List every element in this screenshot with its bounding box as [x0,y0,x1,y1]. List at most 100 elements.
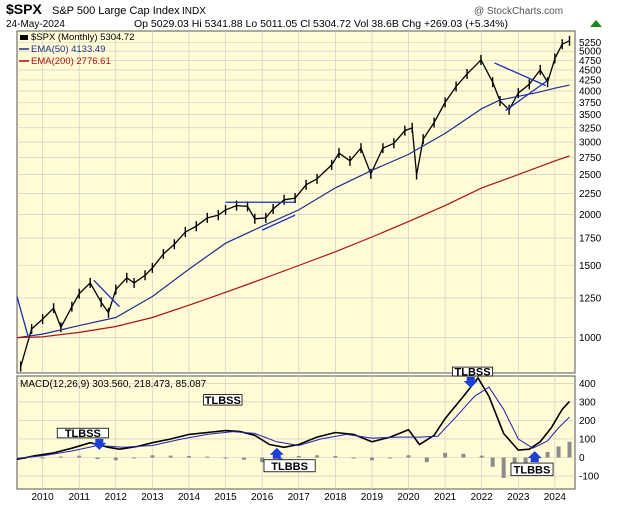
histogram-bar [77,455,82,458]
macd-x-tick-label: 2013 [141,492,164,503]
macd-x-tick-label: 2010 [31,492,54,503]
histogram-bar [501,457,506,478]
price-y-tick-label: 3250 [579,123,602,134]
macd-x-tick-label: 2023 [507,492,530,503]
histogram-bar [205,456,210,458]
callout-label: TLBBS [514,464,551,476]
trendline [261,214,296,231]
histogram-bar [278,457,283,461]
price-y-tick-label: 4250 [579,76,602,87]
macd-x-axis: 2010 2011 2012 2013 2014 2015 2016 2017 2018 2019… [31,492,566,503]
price-y-tick-label: 3000 [579,138,602,149]
macd-x-tick-label: 2011 [68,492,90,503]
price-y-tick-label: 1750 [579,234,602,245]
macd-x-tick-label: 2018 [324,492,347,503]
macd-series [16,376,571,461]
callout-label: TLBSS [455,367,491,379]
histogram-bar [388,457,393,459]
price-y-tick-label: 4750 [579,56,602,67]
callout-up-arrow-icon [269,447,284,459]
histogram-bar [424,457,429,463]
callout-label: TLBBS [271,461,308,473]
change-up-arrow-icon [590,20,602,27]
callout-box [203,394,243,406]
macd-x-tick-label: 2022 [471,492,494,503]
macd-callouts: TLBSS TLBSS TLBBS TLBSS TLBBS [56,366,554,477]
price-trendlines [16,62,548,337]
callout-label: TLBSS [205,395,241,407]
macd-x-tick-label: 2024 [544,492,567,503]
price-y-tick-label: 5000 [579,47,602,58]
chart-date: 24-May-2024 [6,19,65,30]
price-y-tick-label: 1250 [579,293,602,304]
histogram-bar [168,455,173,458]
histogram-bar [150,455,155,458]
histogram-bar [479,455,484,458]
callout-box [56,427,109,439]
chart-stats: Op 5029.03 Hi 5341.88 Lo 5011.05 Cl 5304… [134,18,508,30]
histogram-bar [315,455,320,458]
macd-y-tick-label: 300 [579,397,596,408]
histogram-bar [241,457,246,460]
legend-entry: $SPX (Monthly) 5304.72 [31,32,135,43]
histogram-bar [223,457,228,459]
histogram-bar [351,457,356,459]
trendline [494,62,546,87]
histogram-bar [113,457,118,461]
price-y-tick-label: 2750 [579,153,602,164]
histogram-bar [490,457,495,467]
macd-y-tick-label: 100 [579,434,596,445]
histogram-bar [296,456,301,458]
histogram-bar [58,456,63,458]
callout-box [510,462,554,477]
histogram-bar [132,457,137,459]
trendline [505,79,548,112]
trendline [93,279,120,308]
price-y-tick-label: 1000 [579,333,602,344]
chart-exchange: INDX [182,6,206,17]
price-y-tick-label: 4500 [579,65,602,76]
macd-y-tick-label: 0 [579,453,585,464]
callout-label: TLBSS [65,428,101,440]
macd-y-tick-label: -100 [579,472,599,483]
macd-x-tick-label: 2015 [214,492,237,503]
histogram-bar [567,441,572,458]
histogram-bar [333,456,338,458]
macd-line [16,376,571,461]
trendline [16,296,29,337]
macd-x-tick-label: 2021 [434,492,457,503]
macd-x-tick-label: 2012 [105,492,128,503]
histogram-bar [443,452,448,458]
ema50-line [16,84,570,339]
ema200-line [16,155,570,339]
price-y-tick-label: 3750 [579,98,602,109]
price-y-tick-label: 5250 [579,38,602,49]
macd-y-tick-label: 200 [579,416,596,427]
histogram-bar [523,457,528,465]
macd-x-tick-label: 2020 [397,492,420,503]
callout-box [263,459,316,473]
macd-grid [17,376,575,489]
price-y-tick-label: 2250 [579,189,602,200]
price-panel [16,30,576,374]
histogram-bar [260,457,265,463]
histogram-bar [186,456,191,458]
callout-down-arrow-icon [463,377,478,388]
macd-x-tick-label: 2017 [288,492,311,503]
chart-symbol: $SPX [6,1,42,17]
callout-box [452,366,494,377]
macd-y-axis: 400 300 200 100 0 -100 [579,379,599,483]
legend-entry: EMA(200) 2776.61 [31,56,111,67]
price-y-tick-label: 2000 [579,210,602,221]
chart-watermark: @ StockCharts.com [474,6,563,17]
price-y-tick-label: 3500 [579,110,602,121]
histogram-bar [369,457,374,461]
histogram-bar [545,451,550,458]
callout-down-arrow-icon [92,438,107,450]
macd-x-tick-label: 2016 [251,492,274,503]
signal-line [16,386,570,459]
histogram-bar [461,453,466,458]
price-series [16,35,571,372]
